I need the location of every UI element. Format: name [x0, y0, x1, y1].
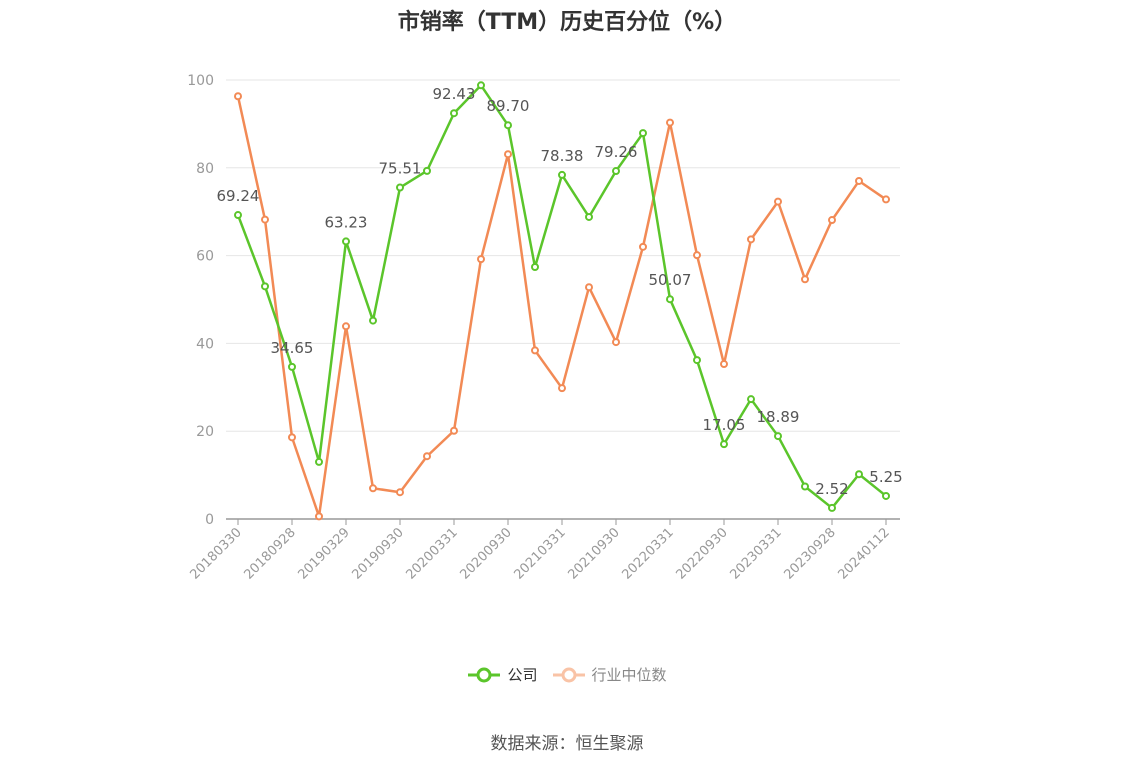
industry-point: [369, 484, 377, 493]
company-point: [261, 282, 269, 291]
company-point: [396, 183, 404, 192]
data-label: 63.23: [325, 213, 368, 231]
industry-point: [585, 283, 593, 292]
industry-point: [477, 255, 485, 264]
industry-point: [855, 176, 863, 185]
company-point: [504, 121, 512, 130]
data-label: 78.38: [541, 147, 584, 165]
industry-point: [774, 197, 782, 206]
company-point: [639, 129, 647, 138]
x-tick-label: 20200930: [457, 525, 514, 582]
company-point: [531, 263, 539, 272]
company-point: [450, 109, 458, 118]
company-point: [882, 491, 890, 500]
x-tick-label: 20200331: [403, 525, 460, 582]
industry-point: [612, 338, 620, 347]
legend-industry-marker-icon: [552, 667, 585, 682]
industry-point: [639, 242, 647, 251]
y-tick-label: 20: [196, 424, 214, 440]
industry-point: [558, 384, 566, 393]
x-tick-label: 20220331: [619, 525, 676, 582]
y-tick-label: 80: [196, 161, 214, 177]
company-point: [477, 81, 485, 90]
company-point: [693, 356, 701, 365]
industry-point: [261, 215, 269, 224]
x-tick-label: 20240112: [835, 525, 892, 582]
y-tick-label: 60: [196, 249, 214, 265]
company-point: [585, 212, 593, 221]
industry-point: [747, 235, 755, 244]
company-point: [423, 166, 431, 175]
company-point: [828, 503, 836, 512]
legend-item-company[interactable]: 公司: [467, 664, 538, 685]
industry-point: [342, 322, 350, 331]
company-point: [666, 295, 674, 304]
legend-industry-label: 行业中位数: [591, 666, 667, 684]
data-label: 50.07: [649, 271, 692, 289]
industry-point: [315, 512, 323, 521]
data-label: 17.05: [703, 416, 746, 434]
industry-point: [423, 452, 431, 461]
data-label: 18.89: [757, 408, 800, 426]
chart-plot: 0 20 40 60 80 100 2018033020180928201903292019…: [187, 73, 903, 583]
legend: 公司 行业中位数: [0, 664, 1134, 685]
company-point: [720, 440, 728, 449]
industry-point: [693, 251, 701, 260]
data-label: 92.43: [433, 85, 476, 103]
x-tick-label: 20180330: [187, 525, 244, 582]
legend-company-label: 公司: [507, 666, 538, 684]
company-point: [801, 482, 809, 491]
x-tick-label: 20230331: [727, 525, 784, 582]
data-labels: 69.24 34.65 63.23 75.51 92.43 89.70 78.38 79.26…: [217, 85, 903, 498]
data-label: 69.24: [217, 187, 260, 205]
company-point: [558, 170, 566, 179]
chart-title: 市销率（TTM）历史百分位（%）: [397, 10, 737, 35]
company-point: [234, 211, 242, 220]
x-tick-label: 20220930: [673, 525, 730, 582]
data-label: 79.26: [595, 143, 638, 161]
x-tick-label: 20190930: [349, 525, 406, 582]
data-source-note: 数据来源：恒生聚源: [490, 734, 644, 754]
grid-lines: [226, 79, 900, 432]
industry-point: [234, 92, 242, 101]
x-tick-label: 20210331: [511, 525, 568, 582]
series-lines: [234, 81, 890, 521]
industry-point: [882, 195, 890, 204]
x-tick-label: 20180928: [241, 525, 298, 582]
data-label: 5.25: [869, 468, 902, 486]
industry-point: [828, 216, 836, 225]
industry-point: [801, 275, 809, 284]
y-tick-label: 100: [187, 73, 214, 89]
data-label: 89.70: [487, 97, 530, 115]
company-point: [747, 395, 755, 404]
company-point: [315, 457, 323, 466]
industry-point: [450, 426, 458, 435]
y-tick-label: 40: [196, 336, 214, 352]
x-tick-label: 20210930: [565, 525, 622, 582]
x-tick-label: 20230928: [781, 525, 838, 582]
company-point: [288, 362, 296, 371]
industry-point: [288, 433, 296, 442]
industry-point: [504, 150, 512, 159]
data-label: 2.52: [815, 480, 848, 498]
company-point: [774, 432, 782, 441]
company-point: [855, 470, 863, 479]
data-label: 75.51: [379, 160, 422, 178]
industry-point: [531, 346, 539, 355]
industry-point: [666, 118, 674, 127]
company-point: [612, 167, 620, 176]
industry-point: [720, 360, 728, 369]
company-point: [369, 316, 377, 325]
legend-company-marker-icon: [468, 667, 501, 682]
data-label: 34.65: [271, 339, 314, 357]
legend-item-industry[interactable]: 行业中位数: [552, 664, 667, 685]
industry-point: [396, 488, 404, 497]
x-tick-label: 20190329: [295, 525, 352, 582]
y-tick-label: 0: [205, 512, 214, 528]
company-point: [342, 237, 350, 246]
